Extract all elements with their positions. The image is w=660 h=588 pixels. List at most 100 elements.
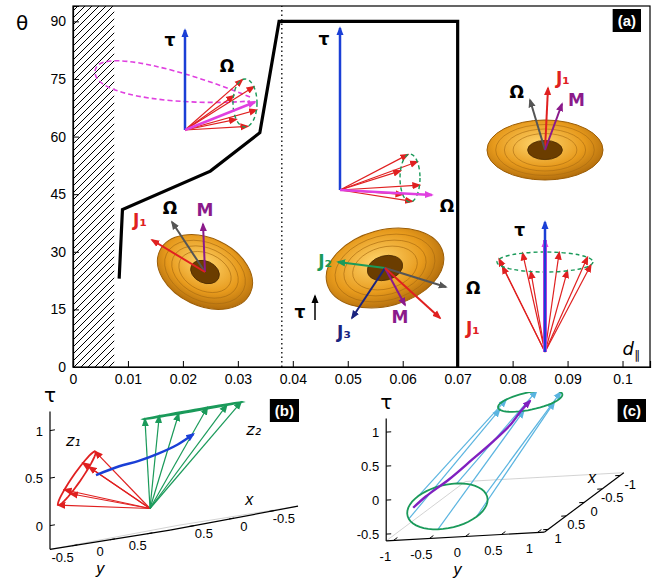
x-tick: 0.07: [445, 361, 472, 387]
y-axis-title: θ: [16, 11, 28, 35]
z-tick-mark: [386, 533, 391, 534]
y-tick-mark: [73, 137, 79, 138]
z-axis-line: [386, 419, 387, 541]
x-tick-mark: [229, 518, 234, 520]
annotation: M: [197, 200, 214, 220]
floor-edge: [386, 482, 465, 541]
annotation: M: [568, 90, 585, 110]
y-tick: 75: [50, 71, 79, 87]
annotation: Ω: [466, 278, 480, 298]
precession-circle: [58, 452, 96, 506]
x-axis-title-part: d: [623, 338, 635, 359]
illustrations: τΩτΩJ₁ΩMτΩMJ₁J₂τJ₃MΩJ₁: [95, 28, 603, 352]
annotation: z₂: [245, 420, 261, 439]
x-tick-label: 0.06: [390, 371, 417, 387]
x-axis: 00.010.020.030.040.050.060.070.080.090.1: [70, 361, 651, 387]
x-tick-label: 0.09: [554, 371, 581, 387]
arrow: [185, 87, 254, 130]
z-tick-label: 0.5: [25, 471, 43, 486]
z-axis-title: τ: [44, 383, 56, 407]
y-tick-label: -1: [380, 549, 392, 564]
arrow: [152, 240, 205, 272]
x-tick: 0.03: [225, 361, 252, 387]
arrow: [338, 262, 385, 268]
torus: [145, 220, 264, 324]
x-tick: 0.02: [170, 361, 197, 387]
y-tick-mark: [73, 79, 79, 80]
x-tick-mark: [403, 361, 404, 367]
torus: [317, 216, 453, 320]
x-tick: 0.01: [115, 361, 142, 387]
x-tick-label: 0.03: [225, 371, 252, 387]
trajectory: [96, 434, 194, 475]
z-tick-label: 0.5: [361, 459, 379, 474]
arrow: [150, 407, 207, 508]
y-tick-mark: [393, 538, 397, 541]
arrow: [150, 405, 227, 508]
x-tick-label: 0: [240, 519, 247, 534]
y-tick-mark: [465, 534, 469, 537]
annotation: Ω: [510, 82, 524, 102]
arrow: [545, 271, 567, 352]
y-tick-mark: [501, 532, 505, 535]
y-axis-title: y: [95, 560, 105, 577]
arrow: [150, 416, 159, 509]
boundary-line: [119, 21, 458, 367]
annotation: J₂: [317, 251, 332, 271]
y-tick-label: -0.5: [51, 550, 73, 565]
arrow: [314, 296, 316, 320]
y-axis: 0153045607590: [50, 7, 79, 375]
z-tick-mark: [386, 465, 391, 466]
panel-label-box: [618, 399, 646, 422]
y-tick-label: 45: [50, 186, 66, 202]
plot-data: [58, 402, 242, 509]
arrow: [545, 104, 562, 150]
y-tick-mark: [110, 538, 115, 540]
panel-label-box: [270, 399, 299, 422]
z-tick-label: 1: [372, 425, 379, 440]
x-tick-mark: [183, 361, 184, 367]
axis-ticks: -1-0.500.51-1-0.500.51-0.500.51: [357, 425, 636, 563]
x-tick-mark: [561, 515, 566, 516]
arrow: [145, 419, 150, 508]
annotation: z₁: [65, 431, 81, 450]
x-tick-label: 0.04: [280, 371, 307, 387]
floor-edge: [465, 473, 623, 482]
y-tick-mark: [73, 252, 79, 253]
hatched-region: [73, 6, 114, 367]
y-axis-line: [50, 530, 170, 549]
x-axis-title-part: ∥: [634, 348, 640, 362]
x-axis-title: d∥: [623, 338, 640, 362]
y-tick-label: 0.5: [129, 538, 147, 553]
x-tick-mark: [615, 475, 620, 476]
annotation: J₃: [336, 322, 351, 342]
arrow: [150, 414, 179, 509]
y-tick-label: 1: [526, 541, 533, 556]
arrow: [499, 259, 545, 352]
torus-surface: [145, 220, 264, 324]
y-tick-label: 15: [50, 301, 66, 317]
annotation: Ω: [220, 56, 234, 76]
panel-a: 00.010.020.030.040.050.060.070.080.090.1…: [16, 6, 651, 387]
x-tick-mark: [568, 361, 569, 367]
y-tick-mark: [73, 309, 79, 310]
x-tick-mark: [238, 361, 239, 367]
annotations: z₁ z₂: [65, 420, 262, 451]
x-tick: 0.04: [280, 361, 307, 387]
precession-circle: [144, 402, 243, 419]
x-tick-label: 0.08: [499, 371, 526, 387]
y-tick-label: 30: [50, 244, 66, 260]
arrow: [340, 190, 432, 195]
x-tick-label: 1: [555, 531, 562, 546]
x-tick-mark: [579, 502, 584, 503]
x-axis-title: x: [244, 491, 254, 508]
annotation: J₁: [465, 318, 480, 338]
y-tick-mark: [429, 536, 433, 539]
x-tick-label: 0.5: [195, 526, 213, 541]
x-tick-label: 0: [70, 371, 78, 387]
figure: 00.010.020.030.040.050.060.070.080.090.1…: [0, 0, 660, 588]
z-tick-label: 0: [372, 493, 379, 508]
x-tick-label: -0.5: [273, 511, 295, 526]
arrow: [544, 222, 547, 352]
arrow: [184, 30, 187, 130]
